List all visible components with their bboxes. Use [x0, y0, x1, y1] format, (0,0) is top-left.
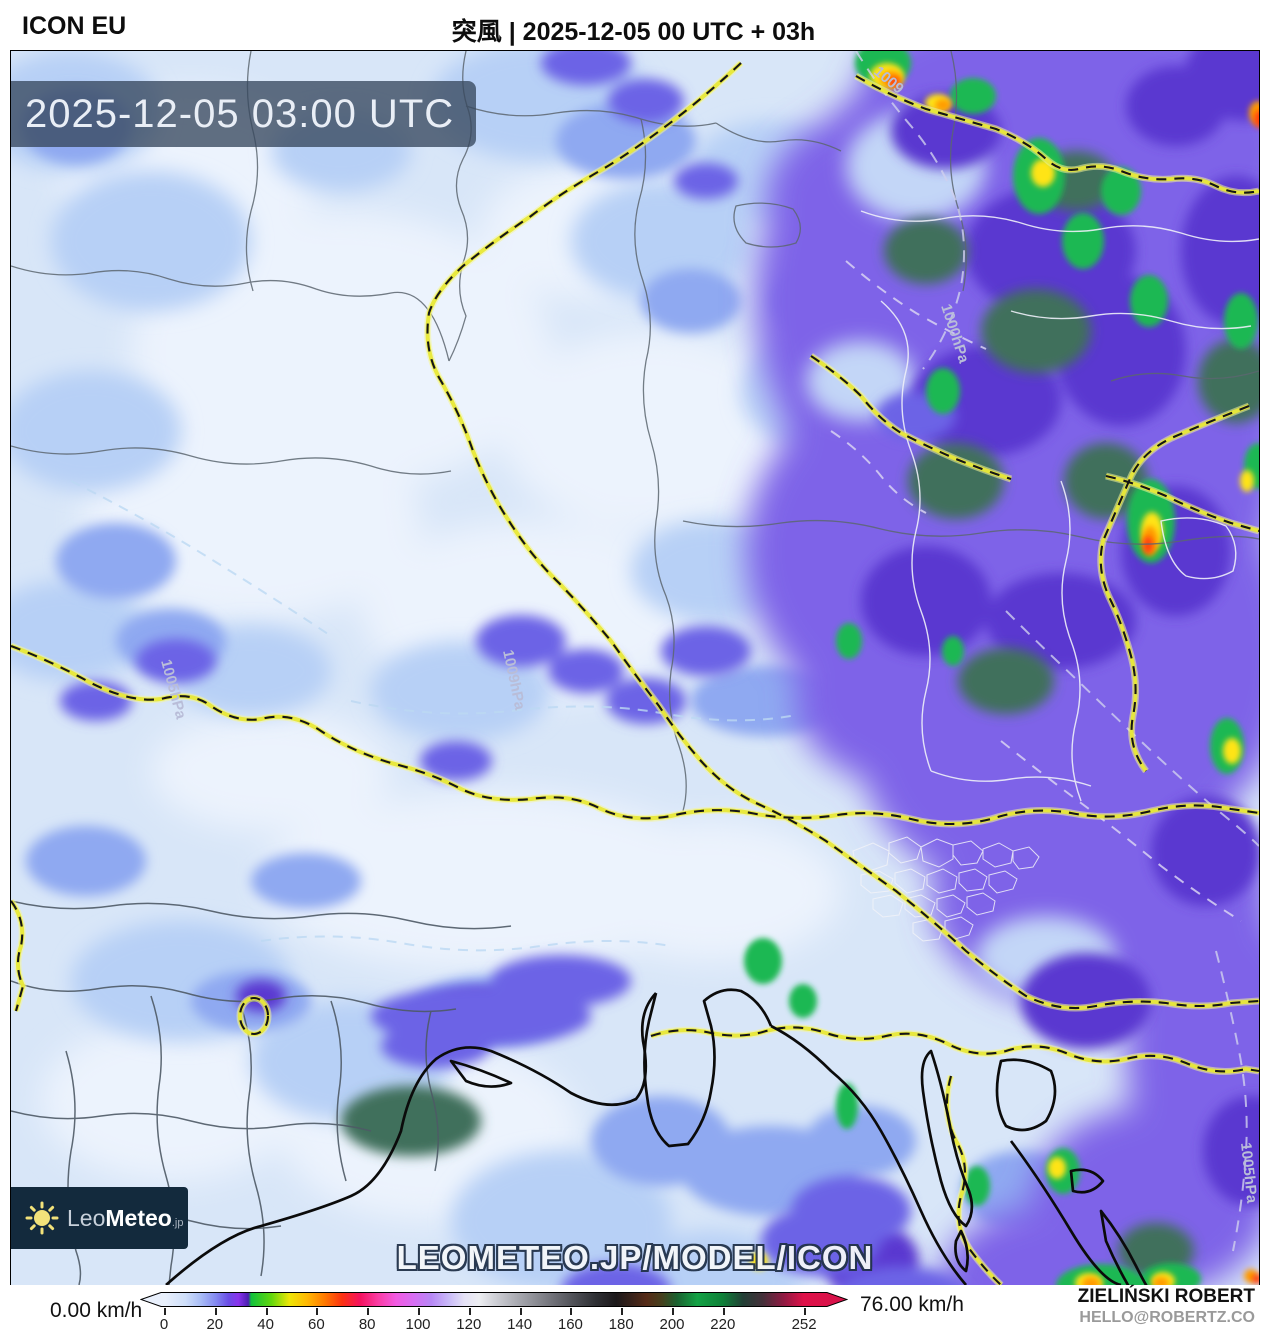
- author-contact: HELLO@ROBERTZ.CO: [1079, 1309, 1255, 1326]
- tick-mark: [570, 1308, 573, 1315]
- tick-label: 140: [507, 1316, 533, 1333]
- dashed-region-borders: [830, 260, 1242, 922]
- colorbar-gradient: [140, 1292, 848, 1307]
- tick-mark: [214, 1308, 217, 1315]
- timestamp-overlay: 2025-12-05 03:00 UTC: [11, 81, 477, 147]
- tick-mark: [672, 1308, 674, 1315]
- tick-label: 0: [159, 1316, 169, 1333]
- tick-label: 220: [710, 1316, 736, 1333]
- watermark-text: LEOMETEO.JP/MODEL/ICON: [396, 1239, 874, 1276]
- isobars-light: [70, 480, 792, 952]
- sun-icon: [25, 1201, 59, 1235]
- tick-label: 200: [659, 1316, 685, 1333]
- author-name: ZIELIŃSKI ROBERT: [1077, 1286, 1255, 1307]
- tick-label: 160: [557, 1316, 583, 1333]
- tick-label: 100: [405, 1316, 431, 1333]
- weather-map: 1009 1000hPa 1009hPa 1005hPa 1005hPa 202…: [10, 50, 1260, 1286]
- tick-mark: [418, 1308, 420, 1315]
- model-name: ICON EU: [22, 12, 127, 40]
- svg-text:1005hPa: 1005hPa: [1237, 1142, 1259, 1205]
- tick-mark: [265, 1308, 268, 1315]
- tick-label: 120: [456, 1316, 482, 1333]
- tick-label: 80: [358, 1316, 376, 1333]
- tick-mark: [804, 1308, 807, 1315]
- logo-text: LeoMeteo.jp: [67, 1204, 184, 1231]
- tick-mark: [519, 1308, 522, 1315]
- legend-max-value: 76.00 km/h: [860, 1293, 964, 1316]
- tick-label: 20: [206, 1316, 224, 1333]
- tick-label: 180: [608, 1316, 634, 1333]
- header-bar: ICON EU 突風 | 2025-12-05 00 UTC + 03h: [0, 0, 1267, 50]
- tick-mark: [367, 1308, 370, 1315]
- tick-label: 40: [257, 1316, 274, 1333]
- region-borders-white: [860, 210, 1259, 802]
- tick-mark: [164, 1308, 166, 1315]
- coastline: [165, 988, 1148, 1285]
- tick-label: 60: [308, 1316, 325, 1333]
- tick-mark: [621, 1308, 624, 1315]
- leometeo-logo: LeoMeteo.jp: [11, 1187, 188, 1249]
- legend-min-value: 0.00 km/h: [50, 1299, 143, 1322]
- colorbar: 0 20 40 60 80 100 120 140 160 180 200 220 252: [140, 1291, 848, 1335]
- green-cores: [744, 51, 1259, 1285]
- map-canvas: 1009 1000hPa 1009hPa 1005hPa 1005hPa: [11, 51, 1259, 1285]
- tick-mark: [316, 1308, 319, 1315]
- red-cores: [888, 77, 1259, 1284]
- tick-mark: [468, 1308, 471, 1315]
- legend-footer: 0.00 km/h 0 20 40 60 80 100 120 140 160 180 200 220…: [0, 1285, 1267, 1338]
- credits: ZIELIŃSKI ROBERT HELLO@ROBERTZ.CO: [1078, 1286, 1255, 1328]
- tick-mark: [722, 1308, 725, 1315]
- tick-label: 252: [791, 1316, 817, 1333]
- run-title: 突風 | 2025-12-05 00 UTC + 03h: [451, 18, 816, 46]
